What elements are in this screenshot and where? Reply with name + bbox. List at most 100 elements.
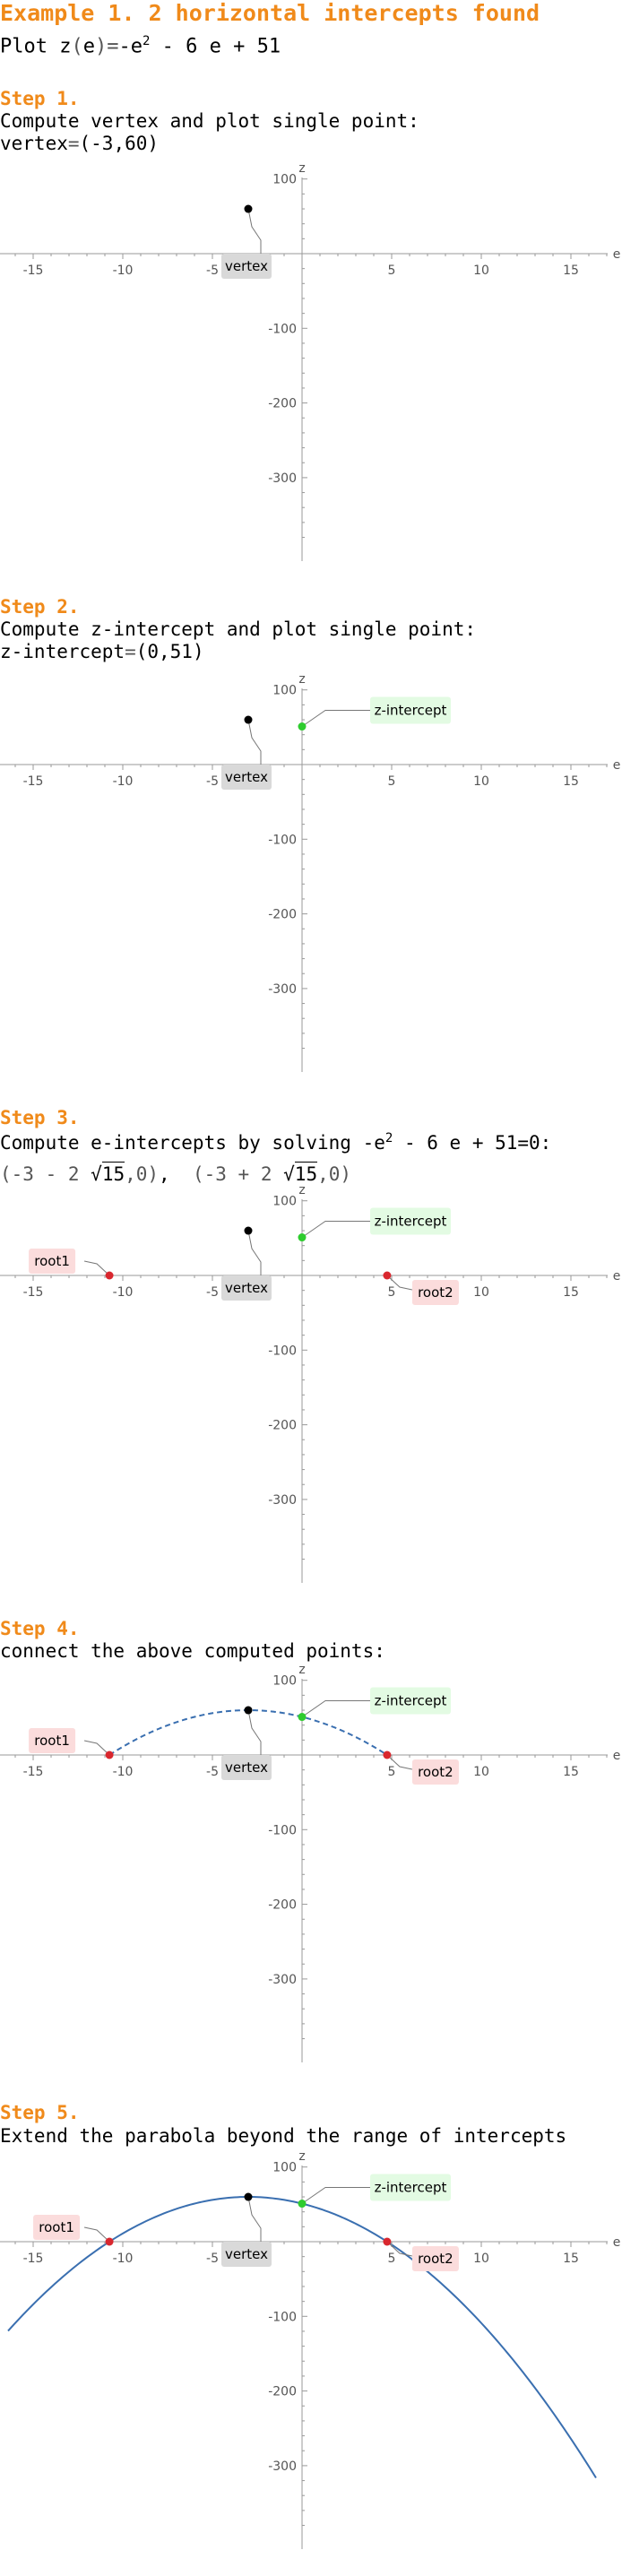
x-axis-label: e — [613, 2235, 621, 2250]
solve-eq-a: -e — [362, 1132, 385, 1154]
y-tick-label: -100 — [268, 2310, 297, 2324]
root2-radicand: 15 — [294, 1162, 318, 1185]
y-tick-label: -300 — [268, 2459, 297, 2474]
root1-label: root1 — [39, 2219, 74, 2235]
y-tick-label: -200 — [268, 1898, 297, 1913]
roots-separator: , — [159, 1163, 193, 1185]
y-axis-label: z — [298, 1663, 305, 1677]
y-tick-label: 100 — [272, 684, 297, 698]
step-2-heading: Step 2. — [0, 596, 80, 618]
vertex-label: vertex — [225, 769, 268, 785]
vertex-point — [244, 204, 253, 213]
root2-point — [383, 1271, 392, 1280]
x-tick-label: -5 — [206, 1765, 219, 1779]
vertex-label: vertex — [225, 2246, 268, 2262]
step-5-heading: Step 5. — [0, 2102, 80, 2123]
result-eq: = — [125, 641, 136, 662]
x-tick-label: -15 — [23, 1765, 44, 1779]
z-intercept-label-box — [370, 2174, 451, 2201]
y-tick-label: -100 — [268, 833, 297, 847]
x-tick-label: 5 — [388, 774, 396, 789]
vertex-label-box — [221, 765, 272, 791]
z-intercept-point — [298, 1233, 307, 1242]
vertex-point — [244, 1706, 253, 1715]
x-tick-label: 5 — [388, 1285, 396, 1300]
step-1-heading: Step 1. — [0, 88, 80, 109]
vertex-leader — [247, 1230, 262, 1276]
root2-leader — [386, 1754, 413, 1770]
root2-label: root2 — [418, 2251, 454, 2267]
equals-sign: = — [107, 35, 119, 58]
y-tick-label: -100 — [268, 1344, 297, 1358]
step-1-result: vertex=(-3,60) — [0, 133, 159, 154]
solve-exponent: 2 — [384, 1131, 393, 1145]
vertex-label: vertex — [225, 1759, 268, 1776]
solve-eq-b: - 6 e + 51=0: — [393, 1132, 552, 1154]
vertex-leader — [247, 2196, 262, 2243]
root1-leader — [83, 2226, 110, 2243]
root1-point — [105, 2237, 114, 2246]
x-tick-label: 5 — [388, 264, 396, 278]
z-intercept-label-box — [370, 1687, 451, 1715]
x-tick-label: -5 — [206, 1285, 219, 1300]
rhs-term-a: -e — [118, 35, 143, 58]
z-intercept-leader — [301, 710, 370, 727]
z-intercept-label: z-intercept — [375, 1214, 447, 1230]
root1-point — [105, 1271, 114, 1280]
x-axis-label: e — [613, 758, 621, 773]
step-3-heading: Step 3. — [0, 1107, 80, 1128]
z-intercept-label: z-intercept — [375, 703, 447, 719]
y-tick-label: -300 — [268, 1973, 297, 1987]
root1-label: root1 — [34, 1253, 70, 1269]
y-tick-label: -200 — [268, 397, 297, 411]
root1-expr-b: ,0) — [125, 1163, 160, 1185]
root1-point — [105, 1750, 114, 1759]
vertex-label: vertex — [225, 1280, 268, 1296]
rhs-term-b: - 6 e + 51 — [150, 35, 281, 58]
root2-leader — [386, 2241, 413, 2257]
result-eq: = — [67, 133, 80, 154]
step-4-plot: -15 -10 -5 5 10 15 100 -100 -200 -300 e z vertex z-in… — [0, 1663, 621, 2062]
y-axis-label: z — [298, 2149, 305, 2164]
x-tick-label: -5 — [206, 774, 219, 789]
root1-label: root1 — [34, 1733, 70, 1749]
vertex-leader — [247, 1709, 262, 1756]
step-4-description: connect the above computed points: — [0, 1640, 385, 1662]
x-tick-label: 15 — [563, 2252, 579, 2266]
x-axis-label: e — [613, 247, 621, 262]
x-axis-label: e — [613, 1269, 621, 1284]
solve-text: Compute e-intercepts by solving — [0, 1132, 363, 1154]
y-tick-label: -300 — [268, 471, 297, 486]
x-tick-label: 10 — [473, 1765, 489, 1779]
y-axis-label: z — [298, 161, 305, 176]
z-intercept-point — [298, 1713, 307, 1722]
root1-label-box — [29, 1728, 76, 1753]
root2-label-box — [411, 2246, 459, 2271]
x-tick-label: -10 — [113, 1285, 134, 1300]
x-tick-label: -10 — [113, 2252, 134, 2266]
root1-expr-a: (-3 - 2 — [0, 1163, 91, 1185]
y-tick-label: -300 — [268, 982, 297, 997]
x-tick-label: -15 — [23, 1285, 44, 1300]
step-2-plot: -15 -10 -5 5 10 15 100 -100 -200 -300 e z vertex z-in… — [0, 672, 621, 1072]
x-tick-label: 15 — [563, 1765, 579, 1779]
root1-radicand: 15 — [101, 1162, 125, 1185]
vertex-label: vertex — [225, 258, 268, 274]
result-label: z-intercept — [0, 641, 125, 662]
result-label: vertex — [0, 133, 68, 154]
page-title: Example 1. 2 horizontal intercepts found — [0, 0, 540, 26]
paren-close: ) — [94, 35, 108, 58]
y-tick-label: -200 — [268, 908, 297, 922]
y-tick-label: 100 — [272, 173, 297, 187]
root2-point — [383, 2237, 392, 2246]
x-tick-label: -5 — [206, 264, 219, 278]
step-3-roots: (-3 - 2 √15,0), (-3 + 2 √15,0) — [0, 1162, 352, 1185]
root2-point — [383, 1750, 392, 1759]
z-intercept-point — [298, 2200, 307, 2209]
x-tick-label: 5 — [388, 2252, 396, 2266]
x-tick-label: -15 — [23, 2252, 44, 2266]
y-tick-label: -100 — [268, 322, 297, 336]
step-1-plot: -15 -10 -5 5 10 15 100 -100 -200 -300 e z vertex — [0, 161, 621, 561]
function-variable: e — [82, 35, 95, 58]
x-axis-label: e — [613, 1749, 621, 1763]
